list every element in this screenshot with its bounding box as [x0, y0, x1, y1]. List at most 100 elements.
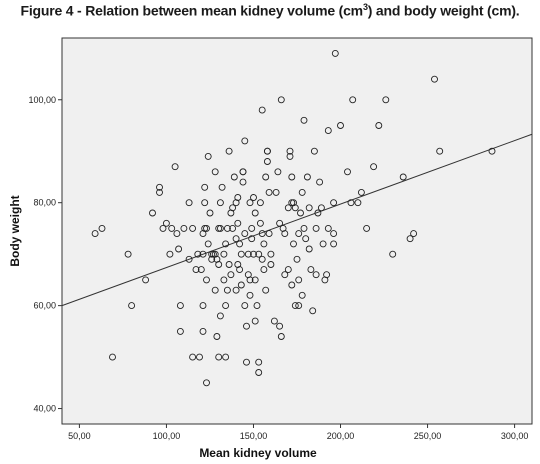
data-point	[297, 209, 304, 217]
data-point	[309, 307, 317, 315]
data-point	[276, 219, 284, 227]
data-point	[209, 250, 217, 258]
data-point	[288, 173, 296, 181]
data-point	[201, 183, 209, 191]
data-point	[276, 322, 284, 330]
data-point	[232, 235, 240, 243]
data-point	[250, 250, 257, 258]
data-point	[220, 276, 228, 284]
data-point	[260, 240, 268, 248]
data-point	[284, 204, 292, 212]
data-point	[286, 147, 294, 155]
data-point	[218, 183, 226, 191]
data-point	[211, 168, 219, 176]
data-point	[128, 302, 136, 310]
data-point	[199, 250, 207, 258]
data-point	[223, 224, 231, 232]
data-point	[370, 163, 378, 171]
data-point	[251, 317, 259, 325]
data-point	[319, 240, 327, 248]
data-point	[236, 240, 244, 248]
data-point	[232, 286, 240, 294]
data-point	[256, 199, 264, 207]
data-point	[244, 250, 252, 258]
figure-title: Figure 4 - Relation between mean kidney …	[0, 2, 540, 19]
data-point	[272, 188, 280, 196]
data-point	[216, 312, 224, 320]
y-axis-ticks: 40,00 60,00 80,00 100,00	[28, 95, 62, 414]
data-point	[222, 302, 230, 310]
data-point	[312, 271, 320, 279]
data-point	[189, 224, 197, 232]
data-point	[302, 235, 310, 243]
data-point	[281, 230, 289, 238]
data-point	[436, 147, 444, 155]
data-point	[185, 199, 193, 207]
data-point	[230, 173, 238, 181]
data-point	[267, 261, 275, 268]
data-point	[237, 250, 245, 258]
data-point	[290, 240, 297, 248]
fit-line-group	[61, 133, 533, 307]
y-tick-label: 40,00	[33, 404, 56, 414]
data-point	[213, 333, 221, 340]
data-point	[204, 152, 212, 160]
data-point	[298, 291, 306, 299]
data-point	[286, 152, 294, 160]
data-point	[291, 204, 299, 212]
data-point	[303, 173, 311, 181]
data-point	[243, 322, 250, 330]
figure-title-superscript: 3	[362, 2, 368, 12]
y-axis-label: Body weight	[8, 195, 22, 266]
data-point	[277, 96, 285, 104]
data-point	[354, 199, 362, 207]
data-point	[239, 168, 247, 176]
x-tick-label: 100,00	[153, 431, 181, 441]
data-point	[192, 266, 200, 274]
data-point	[258, 106, 266, 114]
data-point	[330, 240, 338, 248]
data-point	[344, 168, 351, 176]
data-point	[263, 147, 271, 155]
data-point	[262, 286, 270, 294]
data-point	[234, 219, 242, 227]
data-point	[156, 188, 163, 196]
data-point	[295, 276, 303, 284]
data-point	[216, 199, 224, 207]
data-point	[375, 122, 383, 129]
data-point	[260, 266, 268, 274]
points-group	[91, 49, 496, 387]
data-point	[295, 230, 303, 238]
data-point	[159, 224, 167, 232]
x-axis-label: Mean kidney volume	[199, 446, 317, 460]
data-point	[156, 183, 163, 191]
y-tick-label: 60,00	[33, 301, 56, 311]
data-point	[251, 209, 259, 217]
data-point	[274, 168, 282, 176]
fit-line	[61, 133, 533, 307]
data-point	[215, 261, 223, 268]
data-point	[330, 230, 338, 238]
data-point	[176, 302, 184, 310]
data-point	[337, 122, 344, 129]
data-point	[255, 250, 263, 258]
data-point	[288, 281, 296, 289]
data-point	[237, 281, 245, 289]
data-point	[234, 194, 242, 201]
x-tick-label: 50,00	[68, 431, 91, 441]
data-point	[300, 224, 308, 232]
data-point	[215, 353, 223, 361]
data-point	[265, 188, 273, 196]
data-point	[241, 137, 249, 145]
data-point	[263, 158, 271, 165]
data-point	[363, 224, 371, 232]
data-point	[317, 204, 325, 212]
x-tick-label: 250,00	[414, 431, 442, 441]
data-point	[206, 209, 214, 217]
data-point	[298, 188, 306, 196]
x-axis-ticks: 50,00 100,00 150,00 200,00 250,00 300,00	[68, 424, 528, 441]
data-point	[410, 230, 418, 238]
data-point	[201, 224, 209, 232]
data-point	[142, 276, 150, 284]
data-point	[270, 317, 278, 325]
